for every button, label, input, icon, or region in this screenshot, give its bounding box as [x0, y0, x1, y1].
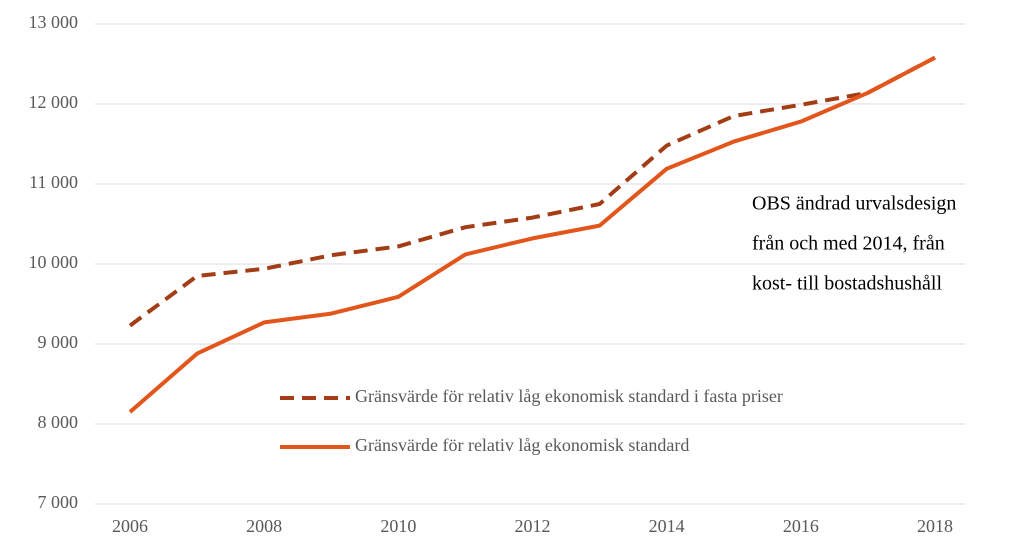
line-series [128, 55, 936, 414]
y-tick-label: 10 000 [29, 252, 79, 272]
x-tick-label: 2018 [917, 516, 953, 536]
y-tick-label: 9 000 [38, 332, 79, 352]
y-tick-label: 13 000 [29, 12, 79, 32]
annotation: kost- till bostadshushåll [752, 273, 942, 295]
x-tick-label: 2010 [380, 516, 416, 536]
legend-label: Gränsvärde för relativ låg ekonomisk sta… [355, 386, 783, 406]
y-tick-label: 8 000 [38, 412, 79, 432]
x-tick-label: 2012 [515, 516, 551, 536]
x-tick-label: 2014 [649, 516, 685, 536]
x-tick-label: 2008 [246, 516, 282, 536]
line-series [128, 55, 936, 328]
annotation: från och med 2014, från [752, 233, 945, 255]
legend-label: Gränsvärde för relativ låg ekonomisk sta… [355, 435, 689, 455]
x-tick-label: 2006 [112, 516, 148, 536]
x-tick-label: 2016 [783, 516, 819, 536]
y-tick-label: 12 000 [29, 92, 79, 112]
y-tick-label: 11 000 [29, 172, 78, 192]
plot: 7 000 8 000 9 000 10 000 11 000 12 000 13 000 2… [29, 12, 965, 536]
annotation: OBS ändrad urvalsdesign [752, 193, 956, 215]
y-tick-label: 7 000 [38, 492, 79, 512]
